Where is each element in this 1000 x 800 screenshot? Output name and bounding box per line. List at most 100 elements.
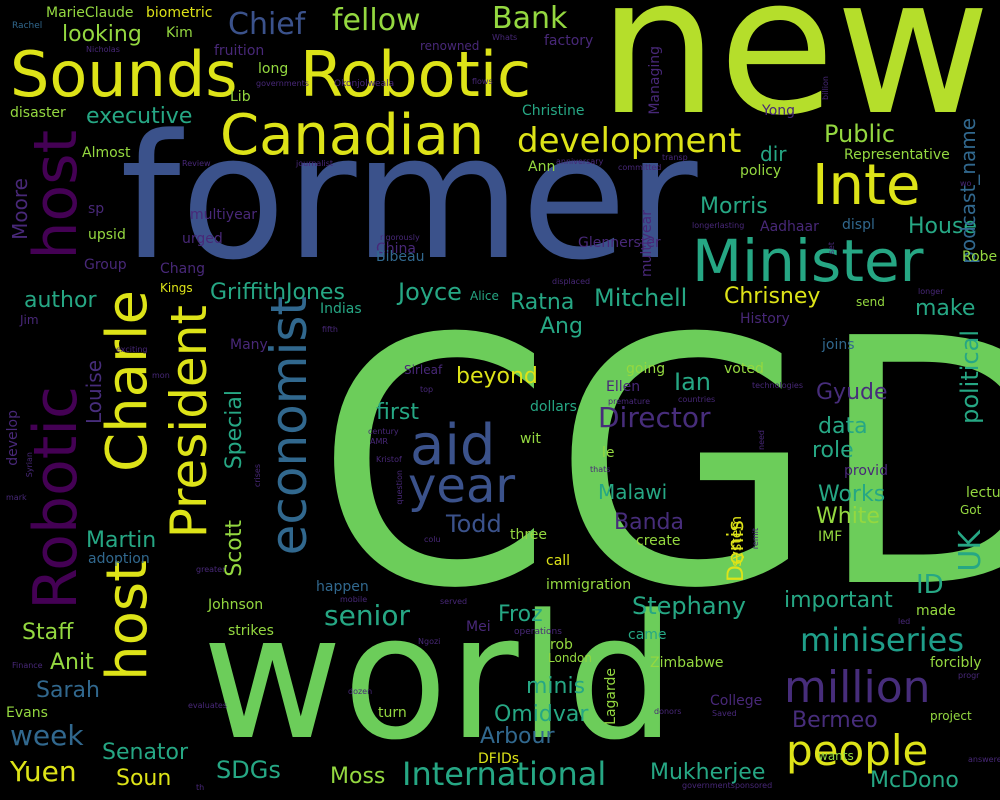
word-senator: Senator bbox=[102, 740, 189, 765]
word-many: Sirleaf bbox=[404, 363, 443, 377]
word-aadhaar: Glennerster bbox=[578, 235, 661, 251]
word-disaster: disaster bbox=[10, 105, 66, 121]
word-dollars: Ellen bbox=[606, 379, 641, 395]
word-mark: Syrian bbox=[25, 452, 34, 478]
word-review: flows bbox=[472, 77, 493, 86]
word-executive: executive bbox=[86, 104, 193, 129]
word-aid: aid bbox=[410, 413, 496, 478]
word-saved: donors bbox=[654, 707, 682, 716]
word-charle-vertical: Charle bbox=[95, 290, 160, 472]
word-glennerster: Jim bbox=[20, 313, 39, 327]
word-works: Works bbox=[818, 482, 886, 507]
word-answered: progr bbox=[958, 671, 980, 680]
word-yong: Yong bbox=[762, 103, 796, 119]
word-zimbabwe: came bbox=[628, 627, 667, 643]
word-robotic: Robotic bbox=[300, 38, 532, 111]
word-alice: Indias bbox=[320, 301, 362, 317]
word-omidvar: Omidvar bbox=[494, 702, 589, 727]
word-jim: Alice bbox=[470, 289, 499, 303]
word-johnson: happen bbox=[316, 579, 369, 595]
word-robe: displ bbox=[842, 217, 875, 233]
word-set: billion bbox=[821, 76, 830, 100]
word-syrian: crises bbox=[253, 464, 262, 488]
word-happen: immigration bbox=[546, 577, 632, 593]
word-remit: greater bbox=[196, 565, 226, 574]
word-college: project bbox=[930, 709, 972, 723]
word-uk-vertical: UK bbox=[953, 530, 988, 572]
word-longerlasting: transp bbox=[662, 153, 688, 162]
word-biometric: biometric bbox=[146, 5, 213, 21]
word-got: lecturer bbox=[966, 485, 1000, 501]
word-first: first bbox=[376, 400, 419, 425]
word-house: House bbox=[908, 214, 977, 239]
word-journalist: Review bbox=[182, 159, 211, 168]
word-bermeo: Bermeo bbox=[792, 708, 878, 733]
word-id: ID bbox=[916, 570, 944, 600]
word-led: Ngozi bbox=[418, 637, 441, 646]
word-martin: Martin bbox=[86, 528, 157, 553]
word-arbour: Arbour bbox=[480, 724, 555, 749]
word-robotic-vertical: Robotic bbox=[21, 386, 91, 610]
word-thats: Kristof bbox=[376, 455, 402, 464]
word-development: development bbox=[517, 121, 742, 161]
word-factory: factory bbox=[544, 33, 594, 49]
word-immigration: adoption bbox=[88, 551, 150, 567]
word-question: thats bbox=[590, 465, 611, 474]
word-countries: premature bbox=[608, 397, 651, 406]
word-marieclaude: MarieClaude bbox=[46, 5, 134, 21]
word-lib: Lib bbox=[230, 89, 251, 105]
word-ellen: going bbox=[626, 361, 666, 377]
word-important: important bbox=[784, 588, 893, 613]
word-new: new bbox=[598, 0, 991, 157]
word-million: million bbox=[784, 662, 931, 713]
word-long: long bbox=[258, 61, 289, 77]
word-chief: Chief bbox=[228, 7, 306, 42]
word-made: Zimbabwe bbox=[650, 655, 724, 671]
word-fruition: fruition bbox=[214, 43, 265, 59]
word-came: London bbox=[548, 651, 592, 665]
word-premature: top bbox=[420, 385, 434, 394]
word-world: world bbox=[202, 577, 676, 778]
word-role: role bbox=[812, 438, 854, 463]
word-evans: turn bbox=[378, 705, 407, 721]
word-director: Director bbox=[598, 401, 711, 434]
word-forcibly: made bbox=[916, 603, 956, 619]
word-lagarde: Evans bbox=[6, 705, 48, 721]
word-committed: anniversary bbox=[556, 157, 604, 166]
word-call: three bbox=[510, 527, 548, 543]
word-dfids-vertical: Lagarde bbox=[603, 668, 619, 725]
word-renowned: Nicholas bbox=[86, 45, 120, 54]
word-donors: evaluates bbox=[188, 701, 227, 710]
word-special-vertical: Special bbox=[222, 390, 247, 470]
word-economist-vertical: economist bbox=[260, 296, 318, 556]
word-develop: wants bbox=[818, 749, 854, 763]
word-people: people bbox=[786, 726, 929, 775]
word-ian: Ian bbox=[674, 368, 711, 396]
word-le: wit bbox=[520, 431, 541, 447]
word-podcast-name-vertical: podcast_name bbox=[956, 118, 980, 264]
word-minister: Minister bbox=[692, 227, 924, 295]
word-london: rob bbox=[550, 637, 573, 653]
word-president-vertical: President bbox=[160, 305, 218, 539]
word-need: remit bbox=[751, 528, 760, 550]
word-going: voted bbox=[724, 361, 764, 377]
word-century: technologies bbox=[752, 381, 803, 390]
word-managing-vertical: Managing bbox=[647, 46, 663, 115]
word-billion: governmentsponsored bbox=[682, 781, 773, 790]
word-sounds: Sounds bbox=[10, 38, 238, 111]
word-voted: joins bbox=[822, 337, 855, 353]
word-displaced: rigorously bbox=[380, 233, 420, 242]
word-okonjolweala: governments bbox=[256, 79, 309, 88]
word-staff: Staff bbox=[22, 620, 74, 645]
word-banda: Banda bbox=[614, 510, 684, 535]
word-moore-vertical: Moore bbox=[8, 178, 32, 240]
word-turn: College bbox=[710, 693, 763, 709]
word-beyond: beyond bbox=[456, 364, 538, 389]
word-finance: led bbox=[898, 617, 911, 626]
word-kings: Chang bbox=[160, 261, 205, 277]
word-create: call bbox=[546, 553, 571, 569]
word-ann: Ann bbox=[528, 159, 556, 175]
word-fellow: fellow bbox=[332, 3, 421, 38]
word-rob: Mei bbox=[466, 619, 491, 635]
